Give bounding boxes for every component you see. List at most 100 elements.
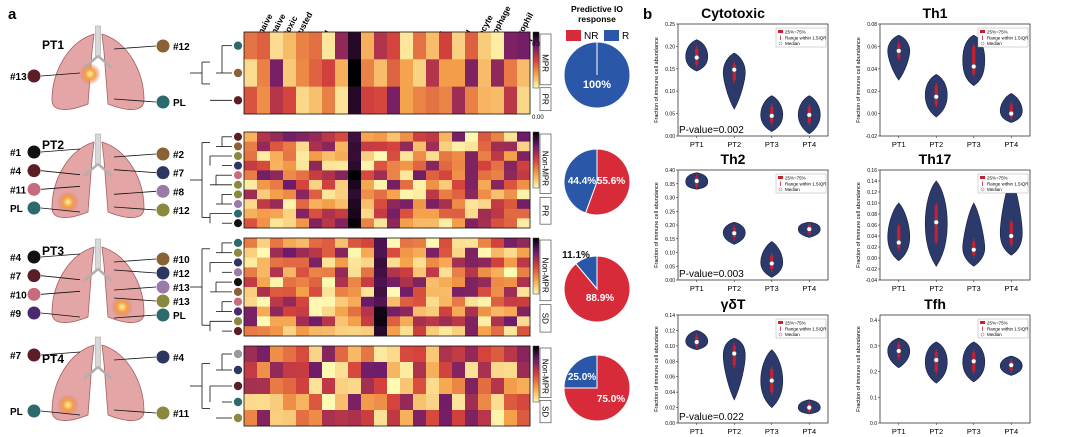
right-nodule-marker xyxy=(156,166,170,180)
heatmap-cell xyxy=(348,316,362,327)
heatmap-cell xyxy=(283,257,297,268)
y-tick-label: 0.02 xyxy=(665,406,675,412)
legend-frame xyxy=(775,318,827,339)
left-nodule-marker xyxy=(27,69,41,83)
heatmap-cell xyxy=(452,316,466,327)
sample-marker xyxy=(233,180,243,189)
heatmap-cell xyxy=(348,247,362,258)
heatmap-cell xyxy=(335,86,349,115)
heatmap-cell xyxy=(257,346,271,363)
median-point xyxy=(896,348,902,354)
legend-iqr-label: 25%~75% xyxy=(785,176,806,181)
iqr-box xyxy=(972,46,976,75)
left-nodule-marker xyxy=(27,404,41,418)
heatmap-cell xyxy=(309,160,323,171)
pie-r-label: 25.0% xyxy=(568,372,596,383)
y-tick-label: 0.10 xyxy=(665,89,675,95)
heatmap-cell xyxy=(491,180,505,190)
heatmap-cell xyxy=(465,132,479,142)
heatmap-cell xyxy=(309,189,323,200)
p-value-label: P-value=0.002 xyxy=(679,125,744,136)
legend-median-label: Median xyxy=(785,41,800,46)
heatmap-cell xyxy=(322,208,336,219)
heatmap-cell xyxy=(491,267,505,278)
heatmap-cell xyxy=(413,296,427,307)
heatmap-cell xyxy=(426,86,440,115)
heatmap-cell xyxy=(439,86,453,115)
heatmap-cell xyxy=(335,170,349,181)
heatmap-cell xyxy=(400,59,414,87)
median-point xyxy=(769,260,775,267)
heatmap-cell xyxy=(439,247,453,258)
heatmap-cell xyxy=(309,208,323,219)
heatmap-cell xyxy=(257,208,271,219)
legend-iqr-label: 25%~75% xyxy=(785,321,806,326)
heatmap-cell xyxy=(517,180,531,190)
heatmap-cell xyxy=(478,132,492,142)
legend-median-swatch xyxy=(778,332,783,337)
right-nodule-marker xyxy=(156,39,170,53)
heatmap-cell xyxy=(283,86,297,115)
heatmap-cell xyxy=(426,287,440,298)
heatmap-cell xyxy=(361,59,375,87)
heatmap-cell xyxy=(426,199,440,210)
tumor-lesion xyxy=(57,394,79,416)
right-nodule-label: #2 xyxy=(173,150,185,161)
y-tick-label: 0.2 xyxy=(870,370,877,376)
heatmap-cell xyxy=(439,267,453,278)
heatmap-cell xyxy=(413,316,427,327)
heatmap-cell xyxy=(426,394,440,411)
heatmap-cell xyxy=(257,238,271,249)
heatmap-cell xyxy=(283,296,297,307)
heatmap-cell xyxy=(478,160,492,171)
heatmap-cell xyxy=(322,326,336,337)
heatmap-cell xyxy=(491,59,505,87)
heatmap-cell xyxy=(426,160,440,171)
heatmap-cell xyxy=(270,326,284,337)
legend-median-label: Median xyxy=(785,187,800,192)
heatmap-cell xyxy=(348,170,362,181)
left-nodule-pointer xyxy=(40,275,81,281)
heatmap-cell xyxy=(257,247,271,258)
right-nodule-pointer xyxy=(113,269,157,274)
median-point xyxy=(1008,111,1014,117)
mpr-status-box xyxy=(539,133,552,194)
heatmap-cell xyxy=(478,141,492,152)
heatmap-cell xyxy=(257,277,271,288)
heatmap-cell xyxy=(257,257,271,268)
heatmap-cell xyxy=(322,218,336,229)
heatmap-cell xyxy=(348,287,362,298)
heatmap-cell xyxy=(400,362,414,379)
heatmap-cell xyxy=(452,247,466,258)
heatmap-cell xyxy=(270,141,284,152)
x-tick-label: PT3 xyxy=(967,427,981,436)
left-lung xyxy=(51,33,95,110)
heatmap-cell xyxy=(348,394,362,411)
left-nodule-marker xyxy=(27,250,41,264)
recist-status-box xyxy=(539,400,552,424)
pie-slice-nr xyxy=(584,148,631,216)
left-nodule-pointer xyxy=(40,148,81,153)
patient-pt2: PT2 #1 #4 #11 PL #2 #7 #8 #12 Non-MPR PR 44.4% 55.6% xyxy=(10,131,631,229)
heatmap-cell xyxy=(348,306,362,317)
mpr-status-label: Non-MPR xyxy=(541,359,550,394)
heatmap-cell xyxy=(374,151,388,162)
heatmap-cell xyxy=(270,287,284,298)
heatmap-cell xyxy=(400,170,414,181)
heatmap-cell xyxy=(257,362,271,379)
heatmap-cell xyxy=(270,32,284,60)
heatmap-cell xyxy=(491,32,505,60)
x-tick-label: PT1 xyxy=(892,140,906,149)
heatmap-cell xyxy=(426,326,440,337)
heatmap-cell xyxy=(439,151,453,162)
io-response-pie: 25.0%75.0% xyxy=(563,354,631,422)
legend-range-label: Range within 1.5IQR xyxy=(785,36,827,41)
left-nodule-label: #10 xyxy=(10,290,27,301)
trachea xyxy=(95,25,101,57)
right-nodule-marker xyxy=(156,252,170,266)
heatmap-cell xyxy=(244,189,258,200)
heatmap-cell xyxy=(465,180,479,190)
x-tick-label: PT1 xyxy=(892,427,906,436)
y-tick-label: 0.10 xyxy=(665,344,675,350)
